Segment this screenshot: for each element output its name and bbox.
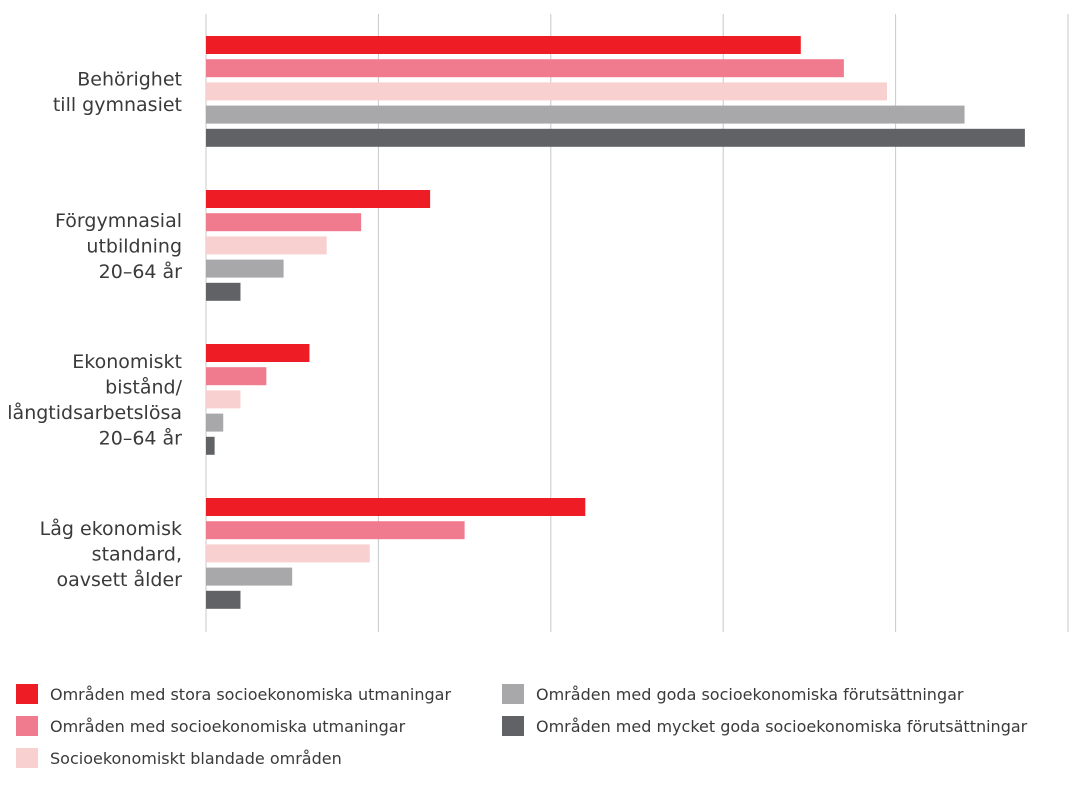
chart: 020406080100Behörighettill gymnasietFörg… [7,14,1069,632]
bar [206,590,241,609]
category-label: Ekonomiskt bistånd/långtidsarbetslösa 20–6… [7,351,182,450]
bar [206,413,224,432]
legend-swatch-4 [502,716,524,736]
bar [206,236,327,255]
category-label: Låg ekonomisk standard, oavsett ålder [40,517,183,591]
bar [206,82,887,101]
legend-label-2: Socioekonomiskt blandade områden [50,748,342,768]
bar [206,213,362,232]
bar [206,567,293,586]
legend-item-3: Områden med goda socioekonomiska förutsä… [502,684,963,704]
legend-label-4: Områden med mycket goda socioekonomiska … [536,716,1028,736]
legend-label-0: Områden med stora socioekonomiska utmani… [50,684,452,704]
legend-swatch-0 [16,684,38,704]
bar [206,390,241,409]
bar [206,128,1025,147]
legend-swatch-2 [16,748,38,768]
bar [206,344,310,362]
legend-item-4: Områden med mycket goda socioekonomiska … [502,716,1027,736]
legend-item-2: Socioekonomiskt blandade områden [16,748,342,768]
bar [206,367,267,386]
bar [206,59,844,78]
bar [206,259,284,278]
legend-item-0: Områden med stora socioekonomiska utmani… [16,684,451,704]
bar [206,521,465,540]
bar [206,282,241,301]
category-label: Förgymnasial utbildning 20–64 år [55,210,182,283]
legend-swatch-3 [502,684,524,704]
bar [206,36,801,54]
bar [206,498,586,516]
category-label: Behörighet till gymnasiet [53,69,182,117]
legend-label-3: Områden med goda socioekonomiska förutsä… [536,684,964,704]
bar [206,190,431,208]
legend-item-1: Områden med socioekonomiska utmaningar [16,716,405,736]
bar [206,436,215,455]
legend-swatch-1 [16,716,38,736]
legend-label-1: Områden med socioekonomiska utmaningar [50,716,406,736]
bar [206,544,370,563]
bar [206,105,965,124]
